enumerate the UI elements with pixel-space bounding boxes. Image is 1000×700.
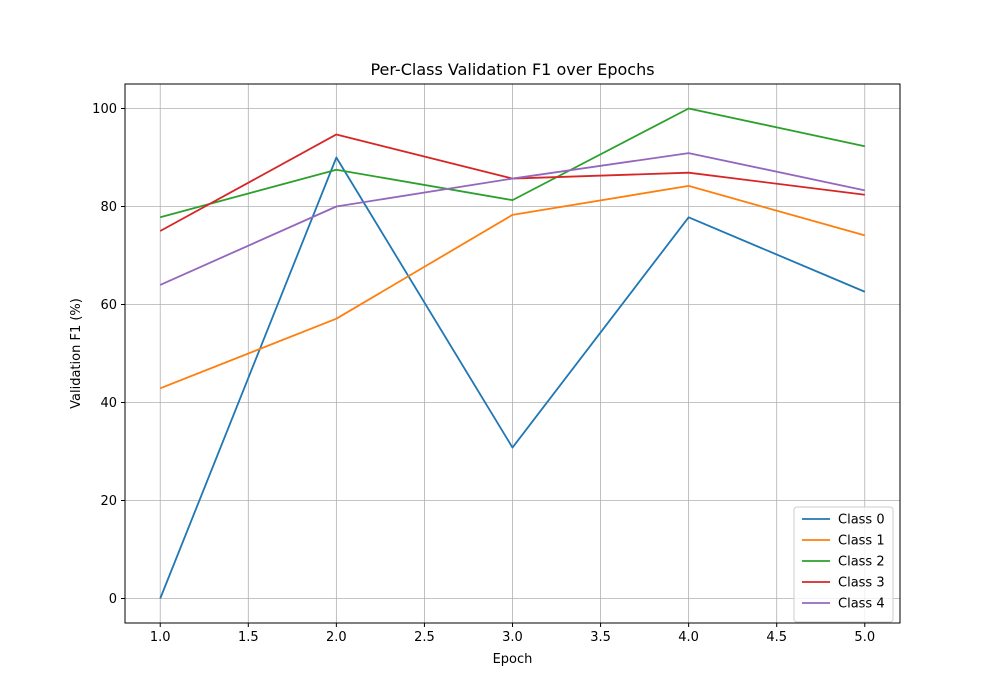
legend: Class 0 Class 1 Class 2 Class 3 Class 4 [793,506,894,623]
y-tick-label: 60 [100,298,117,313]
series-line-class-1 [159,185,866,390]
chart-title: Per-Class Validation F1 over Epochs [370,60,654,79]
legend-box [793,506,894,623]
legend-label: Class 2 [838,555,885,570]
y-tick-label: 80 [100,200,117,215]
grid [125,84,900,623]
legend-label: Class 1 [838,534,885,549]
series-line-class-4 [159,152,865,286]
x-tick-label: 4.0 [678,630,699,645]
series-lines [159,107,866,599]
y-tick-label: 20 [100,494,117,509]
y-tick-label: 40 [100,396,117,411]
x-tick-label: 2.0 [326,630,347,645]
x-tick-label: 3.5 [590,630,611,645]
legend-label: Class 3 [838,576,885,591]
x-tick-label: 1.5 [238,630,259,645]
x-tick-label: 1.0 [150,630,171,645]
legend-label: Class 0 [838,513,885,528]
legend-label: Class 4 [838,597,885,612]
series-line-class-2 [159,107,865,219]
y-tick-label: 100 [92,102,117,117]
x-tick-label: 4.5 [766,630,787,645]
x-axis-ticks: 1.0 1.5 2.0 2.5 3.0 3.5 4.0 4.5 5.0 [150,623,875,645]
x-tick-label: 2.5 [414,630,435,645]
x-tick-label: 3.0 [502,630,523,645]
x-tick-label: 5.0 [854,630,875,645]
series-line-class-0 [159,156,866,599]
x-axis-label: Epoch [493,652,533,667]
y-axis-ticks: 0 20 40 60 80 100 [92,102,125,607]
y-tick-label: 0 [109,592,117,607]
y-axis-label: Validation F1 (%) [69,298,84,409]
